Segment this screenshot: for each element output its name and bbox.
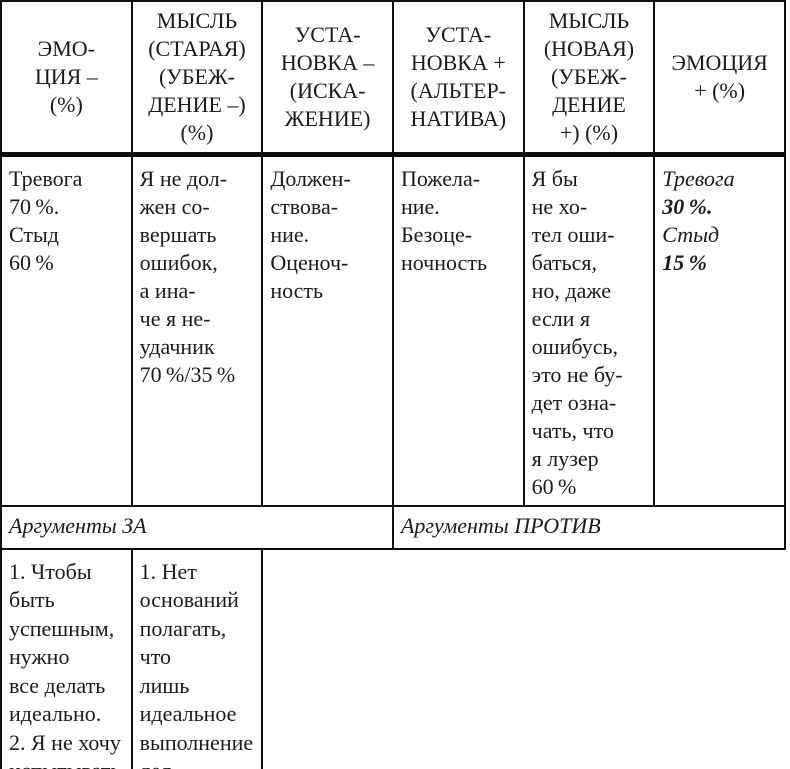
arguments-against-label: Аргументы ПРОТИВ: [391, 504, 787, 550]
emotion-positive-value-1: 30 %.: [662, 193, 713, 219]
arguments-text-row: 1. Чтобы быть успешным, нужно все делать…: [0, 547, 785, 769]
arguments-for-label: Аргументы ЗА: [0, 504, 394, 550]
cell-emotion-negative: Тревога 70 %. Стыд 60 %: [0, 153, 133, 507]
arguments-against-text: 1. Нет оснований полагать, что лишь идеа…: [130, 547, 264, 769]
cell-new-thought: Я бы не хо- тел оши- баться, но, даже ес…: [522, 153, 656, 507]
header-attitude-negative: УСТА- НОВКА – (ИСКА- ЖЕНИЕ): [261, 0, 394, 157]
header-emotion-negative: ЭМО- ЦИЯ – (%): [0, 0, 133, 157]
arguments-label-row: Аргументы ЗА Аргументы ПРОТИВ: [0, 504, 787, 550]
emotion-positive-name-2: Стыд: [662, 221, 720, 247]
header-row: ЭМО- ЦИЯ – (%) МЫСЛЬ (СТАРАЯ) (УБЕЖ- ДЕН…: [0, 0, 786, 157]
cell-attitude-positive: Пожела- ние. Безоце- ночность: [391, 153, 525, 507]
arguments-for-text: 1. Чтобы быть успешным, нужно все делать…: [0, 547, 133, 769]
emotion-positive-name-1: Тревога: [662, 165, 735, 191]
header-old-thought: МЫСЛЬ (СТАРАЯ) (УБЕЖ- ДЕНИЕ –) (%): [130, 0, 264, 157]
entry-row: Тревога 70 %. Стыд 60 % Я не дол- жен со…: [0, 153, 786, 507]
cell-attitude-negative: Должен- ствова- ние. Оценоч- ность: [261, 153, 394, 507]
cell-emotion-positive: Тревога 30 %. Стыд 15 %: [653, 153, 786, 507]
header-emotion-positive: ЭМОЦИЯ + (%): [653, 0, 786, 157]
cell-old-thought: Я не дол- жен со- вершать ошибок, а ина-…: [130, 153, 264, 507]
header-attitude-positive: УСТА- НОВКА + (АЛЬТЕР- НАТИВА): [391, 0, 525, 157]
header-new-thought: МЫСЛЬ (НОВАЯ) (УБЕЖ- ДЕНИЕ +) (%): [522, 0, 656, 157]
emotion-positive-value-2: 15 %: [662, 249, 708, 275]
